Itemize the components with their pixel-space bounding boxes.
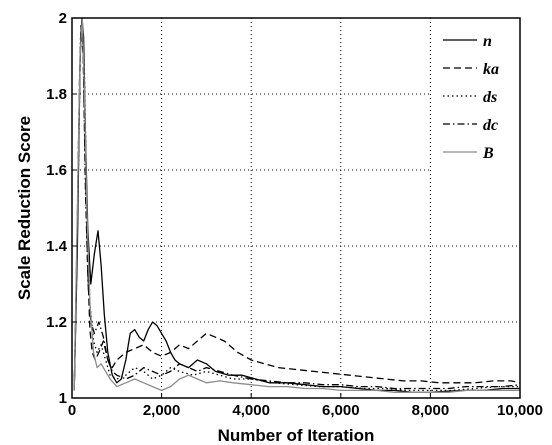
x-tick-label: 8,000 [412, 402, 450, 419]
legend-label-dc: dc [483, 117, 498, 134]
x-tick-label: 4,000 [232, 402, 270, 419]
tick-layer: 0 2,000 4,000 6,000 8,000 10,000 1 1.2 1.4 1.6 1.8… [46, 10, 543, 419]
legend: n ka ds dc B [432, 28, 517, 184]
legend-label-ds: ds [483, 89, 497, 106]
series-line-B [73, 17, 520, 393]
plot-area-frame [71, 17, 521, 399]
x-axis-title: Number of Iteration [218, 426, 375, 445]
x-tick-label: 6,000 [322, 402, 360, 419]
y-tick-label: 1 [59, 390, 67, 407]
y-axis-title: Scale Reduction Score [15, 116, 34, 300]
series-layer [73, 17, 521, 393]
legend-label-ka: ka [483, 61, 499, 78]
y-tick-label: 1.2 [46, 314, 67, 331]
y-tick-label: 1.4 [46, 238, 68, 255]
series-line-ka [73, 24, 521, 391]
x-tick-label: 10,000 [497, 402, 543, 419]
x-tick-label: 2,000 [143, 402, 181, 419]
x-tick-label: 0 [68, 402, 76, 419]
y-tick-label: 1.6 [46, 162, 67, 179]
y-tick-label: 2 [59, 10, 67, 27]
legend-label-n: n [483, 33, 492, 50]
y-tick-label: 1.8 [46, 86, 67, 103]
legend-label-B: B [482, 145, 494, 162]
legend-box [432, 28, 517, 184]
